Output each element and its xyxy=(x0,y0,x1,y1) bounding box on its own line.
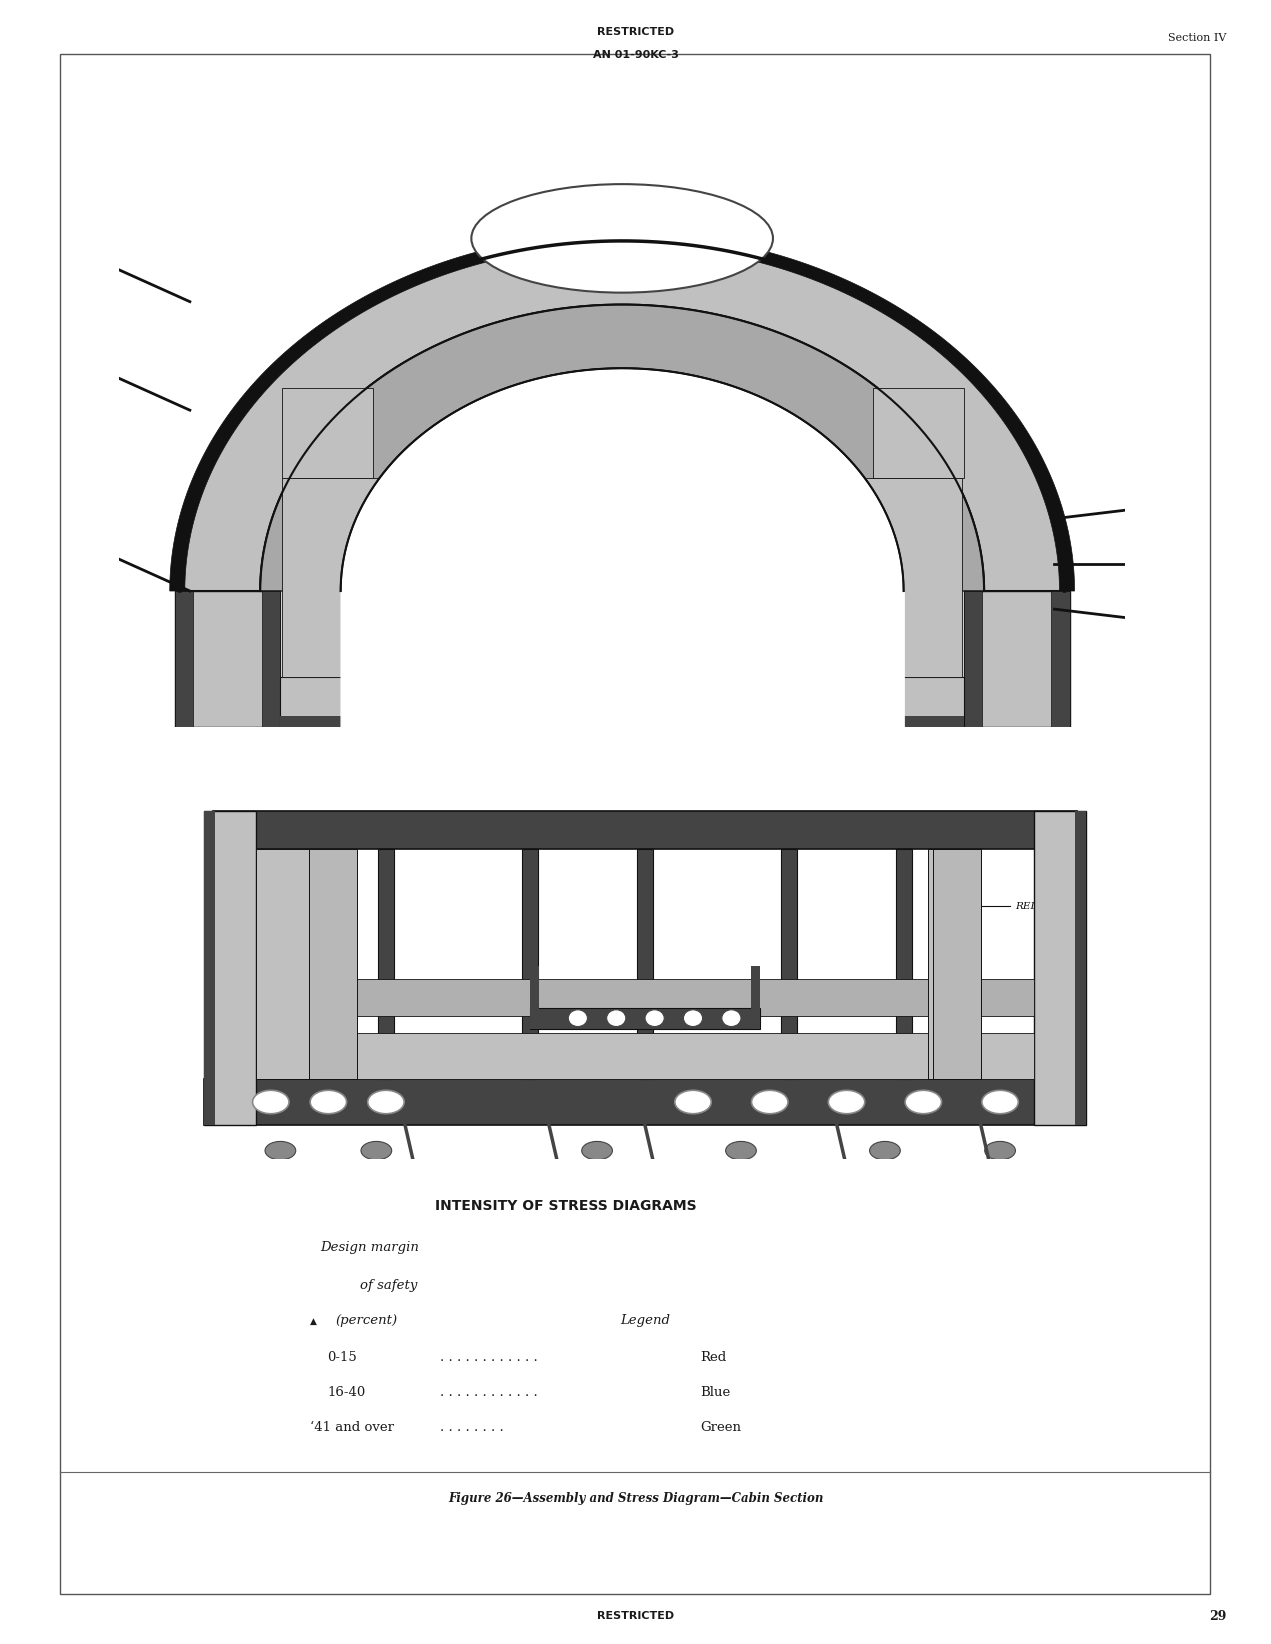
Bar xyxy=(175,590,193,727)
Text: Section IV: Section IV xyxy=(1168,33,1227,43)
Ellipse shape xyxy=(472,184,773,293)
Ellipse shape xyxy=(985,1141,1016,1161)
Bar xyxy=(751,967,760,1029)
Bar xyxy=(852,478,962,677)
Circle shape xyxy=(568,1009,587,1026)
Bar xyxy=(1051,590,1069,727)
Polygon shape xyxy=(179,242,1065,590)
Ellipse shape xyxy=(905,1090,942,1113)
Bar xyxy=(257,848,309,1080)
Bar xyxy=(530,967,539,1029)
Ellipse shape xyxy=(310,1090,347,1113)
Bar xyxy=(203,810,215,1126)
Text: Legend: Legend xyxy=(620,1314,670,1327)
Ellipse shape xyxy=(266,1141,296,1161)
Ellipse shape xyxy=(982,1090,1018,1113)
Text: 29: 29 xyxy=(1209,1609,1227,1623)
Circle shape xyxy=(722,1009,741,1026)
Text: INTENSITY OF STRESS DIAGRAMS: INTENSITY OF STRESS DIAGRAMS xyxy=(435,1198,697,1213)
Bar xyxy=(214,810,1077,848)
Bar xyxy=(175,590,281,727)
Bar xyxy=(522,848,538,1080)
Bar xyxy=(282,388,372,478)
Text: . . . . . . . . . . . .: . . . . . . . . . . . . xyxy=(440,1386,538,1399)
Text: Red: Red xyxy=(700,1351,726,1365)
Bar xyxy=(281,715,963,727)
Text: . . . . . . . . . . . .: . . . . . . . . . . . . xyxy=(440,1351,538,1365)
Text: RED: RED xyxy=(1016,903,1038,911)
Text: RESTRICTED: RESTRICTED xyxy=(597,1611,674,1621)
Text: Green: Green xyxy=(700,1420,741,1434)
Bar xyxy=(873,388,963,478)
Polygon shape xyxy=(261,304,984,590)
Bar xyxy=(963,590,1069,727)
Text: . . . . . . . .: . . . . . . . . xyxy=(440,1420,503,1434)
Bar xyxy=(379,848,394,1080)
Bar xyxy=(203,810,257,1126)
Circle shape xyxy=(606,1009,625,1026)
Bar xyxy=(1075,810,1087,1126)
Bar xyxy=(257,978,1033,1016)
Bar xyxy=(282,478,393,677)
Bar xyxy=(963,590,982,727)
Bar xyxy=(281,677,963,727)
Bar xyxy=(530,1008,760,1029)
Text: ▲: ▲ xyxy=(310,1317,316,1327)
Bar xyxy=(928,848,981,1080)
Text: RED: RED xyxy=(1016,1082,1038,1092)
Text: 16-40: 16-40 xyxy=(327,1386,365,1399)
Ellipse shape xyxy=(751,1090,788,1113)
Text: 0-15: 0-15 xyxy=(327,1351,357,1365)
Text: Figure 26—Assembly and Stress Diagram—Cabin Section: Figure 26—Assembly and Stress Diagram—Ca… xyxy=(447,1493,824,1504)
Bar xyxy=(262,590,281,727)
Ellipse shape xyxy=(367,1090,404,1113)
Bar xyxy=(637,848,653,1080)
Text: ‘41 and over: ‘41 and over xyxy=(310,1420,394,1434)
Bar xyxy=(896,848,911,1080)
Text: (percent): (percent) xyxy=(336,1314,397,1327)
Text: of safety: of safety xyxy=(360,1279,417,1292)
Text: Blue: Blue xyxy=(700,1386,731,1399)
Ellipse shape xyxy=(675,1090,712,1113)
Circle shape xyxy=(684,1009,703,1026)
Ellipse shape xyxy=(726,1141,756,1161)
Circle shape xyxy=(646,1009,665,1026)
Text: AN 01-90KC-3: AN 01-90KC-3 xyxy=(592,49,679,59)
Bar xyxy=(933,848,981,1080)
Ellipse shape xyxy=(253,1090,289,1113)
Bar xyxy=(203,1080,1087,1126)
Text: Design margin: Design margin xyxy=(320,1241,419,1254)
Bar xyxy=(257,1034,1033,1080)
Polygon shape xyxy=(170,233,1074,590)
Text: RESTRICTED: RESTRICTED xyxy=(597,26,674,38)
Bar xyxy=(782,848,797,1080)
Bar xyxy=(309,848,357,1080)
Bar xyxy=(1033,810,1087,1126)
Ellipse shape xyxy=(829,1090,864,1113)
Ellipse shape xyxy=(869,1141,900,1161)
Ellipse shape xyxy=(361,1141,391,1161)
Ellipse shape xyxy=(582,1141,613,1161)
